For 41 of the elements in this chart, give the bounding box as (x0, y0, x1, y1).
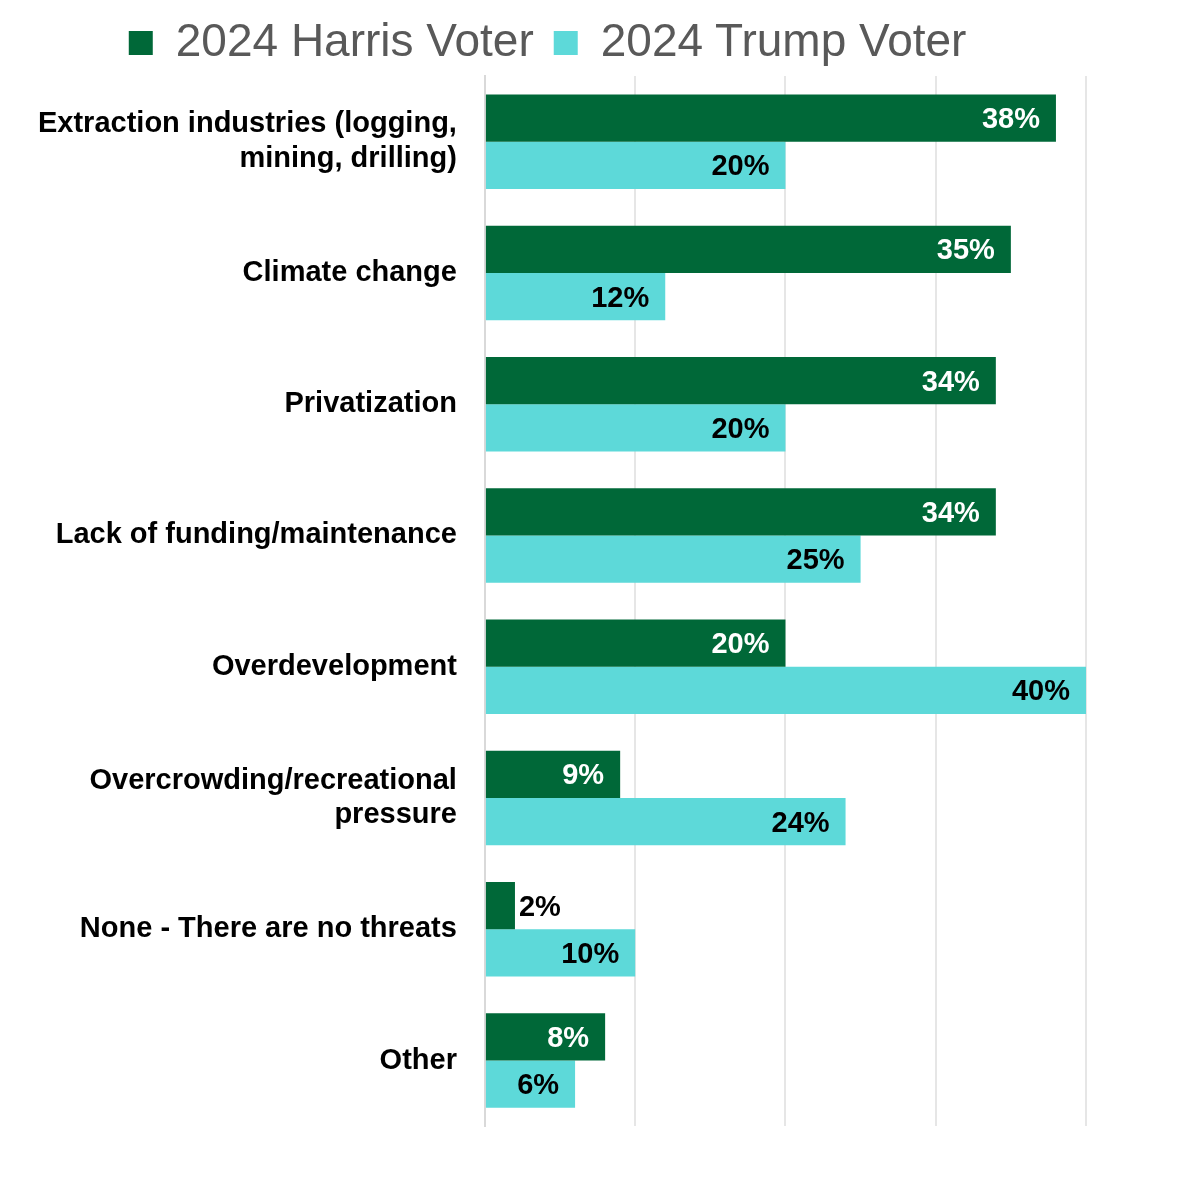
data-label: 24% (771, 805, 830, 838)
y-tick-label: Privatization (284, 386, 457, 419)
y-tick-label: None - There are no threats (79, 911, 457, 944)
data-label: 9% (562, 758, 605, 791)
bar (485, 225, 1011, 273)
data-label: 25% (786, 543, 845, 576)
data-label: 34% (921, 364, 981, 397)
data-label: 2% (518, 889, 562, 922)
y-tick-label: Overdevelopment (211, 648, 458, 681)
y-tick-label: Extraction industries (logging, mining, drilling) (37, 106, 457, 174)
bar (485, 750, 621, 799)
bar (485, 488, 996, 536)
legend-label: 2024 Harris Voter (175, 13, 534, 66)
y-tick-label: Climate change (242, 254, 457, 287)
data-label: 20% (711, 411, 770, 444)
data-label: 35% (936, 233, 996, 266)
bar (485, 141, 786, 189)
y-tick-label: Lack of funding/maintenance (55, 517, 457, 550)
legend-label: 2024 Trump Voter (600, 13, 967, 66)
bar (485, 1013, 606, 1061)
data-label: 20% (711, 149, 770, 182)
data-label: 34% (921, 495, 981, 528)
data-label: 38% (981, 102, 1041, 135)
data-label: 12% (591, 280, 650, 313)
bar (485, 666, 1086, 714)
data-label: 8% (547, 1020, 590, 1053)
data-label: 6% (517, 1068, 560, 1101)
bar (485, 929, 636, 977)
bar (485, 272, 666, 321)
data-label: 40% (1011, 674, 1071, 707)
y-tick-label: Overcrowding/recreational pressure (89, 762, 457, 830)
bar (485, 356, 996, 405)
bar (485, 535, 861, 583)
y-tick-label: Other (379, 1042, 457, 1075)
bar (485, 798, 846, 846)
bar (485, 619, 786, 667)
data-label: 10% (561, 936, 620, 969)
data-label: 20% (711, 627, 770, 660)
bar (485, 404, 786, 452)
bar (485, 882, 515, 930)
bar (485, 94, 1056, 142)
